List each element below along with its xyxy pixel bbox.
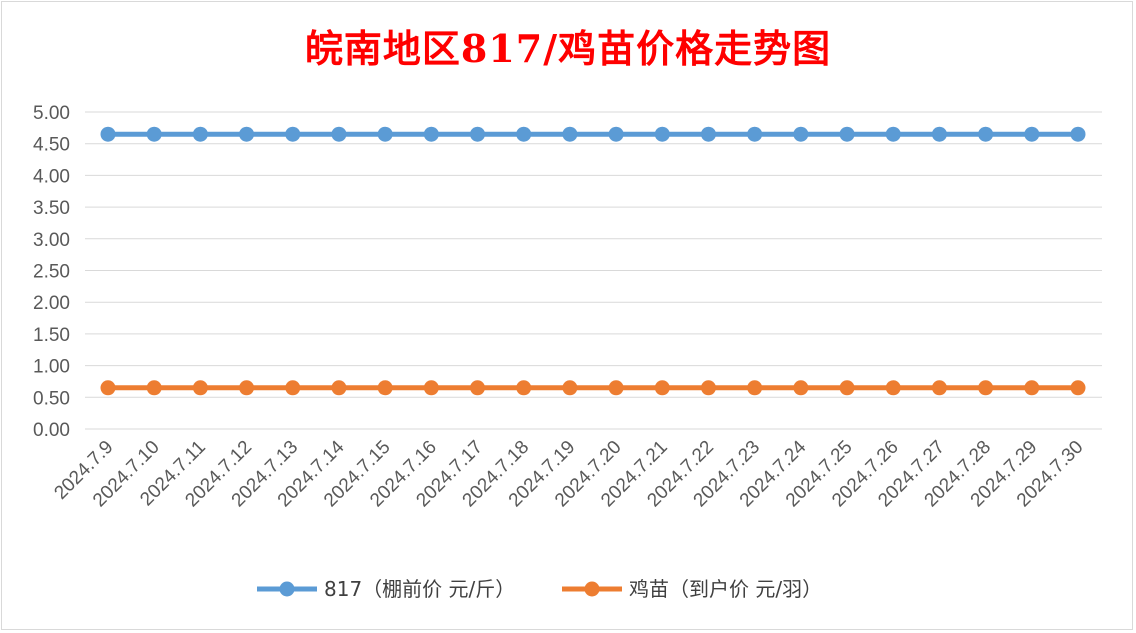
data-point bbox=[146, 126, 162, 142]
y-tick-label: 2.00 bbox=[33, 293, 70, 314]
data-point bbox=[423, 380, 439, 396]
data-point bbox=[747, 380, 763, 396]
legend-marker bbox=[279, 581, 295, 597]
data-point bbox=[470, 126, 486, 142]
data-point bbox=[146, 380, 162, 396]
data-point bbox=[931, 380, 947, 396]
data-point bbox=[747, 126, 763, 142]
data-point bbox=[562, 380, 578, 396]
data-point bbox=[793, 380, 809, 396]
y-tick-label: 4.50 bbox=[33, 135, 70, 156]
legend-label: 817（棚前价 元/斤） bbox=[324, 577, 515, 601]
data-point bbox=[700, 380, 716, 396]
data-point bbox=[931, 126, 947, 142]
data-point bbox=[1070, 126, 1086, 142]
legend: 817（棚前价 元/斤） 鸡苗（到户价 元/羽） bbox=[257, 577, 822, 601]
data-point bbox=[285, 126, 301, 142]
y-tick-label: 3.00 bbox=[33, 230, 70, 251]
data-point bbox=[331, 126, 347, 142]
data-point bbox=[654, 126, 670, 142]
data-point bbox=[839, 126, 855, 142]
data-point bbox=[516, 380, 532, 396]
data-point bbox=[285, 380, 301, 396]
data-point bbox=[470, 380, 486, 396]
data-point bbox=[608, 126, 624, 142]
data-point bbox=[516, 126, 532, 142]
legend-label: 鸡苗（到户价 元/羽） bbox=[629, 577, 822, 601]
y-tick-label: 2.50 bbox=[33, 262, 70, 283]
data-point bbox=[377, 380, 393, 396]
data-point bbox=[608, 380, 624, 396]
data-point bbox=[239, 380, 255, 396]
data-point bbox=[100, 126, 116, 142]
y-tick-label: 3.50 bbox=[33, 198, 70, 219]
data-point bbox=[978, 380, 994, 396]
y-tick-label: 5.00 bbox=[33, 103, 70, 124]
gridlines bbox=[85, 111, 1102, 430]
legend-marker bbox=[584, 581, 600, 597]
data-point bbox=[1024, 126, 1040, 142]
data-point bbox=[192, 380, 208, 396]
data-point bbox=[562, 126, 578, 142]
data-point bbox=[654, 380, 670, 396]
y-axis: 0.00 0.50 1.00 1.50 2.00 2.50 3.00 3.50 4.00 4.50… bbox=[33, 103, 70, 441]
y-tick-label: 0.50 bbox=[33, 388, 70, 409]
data-point bbox=[978, 126, 994, 142]
data-point bbox=[700, 126, 716, 142]
chart-title: 皖南地区817/鸡苗价格走势图 bbox=[304, 26, 832, 71]
data-point bbox=[377, 126, 393, 142]
data-point bbox=[793, 126, 809, 142]
data-point bbox=[192, 126, 208, 142]
y-tick-label: 4.00 bbox=[33, 166, 70, 187]
y-tick-label: 0.00 bbox=[33, 420, 70, 441]
data-point bbox=[839, 380, 855, 396]
data-point bbox=[331, 380, 347, 396]
data-point bbox=[100, 380, 116, 396]
data-point bbox=[885, 126, 901, 142]
x-axis: 2024.7.92024.7.102024.7.112024.7.122024.… bbox=[50, 436, 1087, 511]
data-point bbox=[1024, 380, 1040, 396]
y-tick-label: 1.00 bbox=[33, 357, 70, 378]
data-point bbox=[423, 126, 439, 142]
y-tick-label: 1.50 bbox=[33, 325, 70, 346]
data-point bbox=[885, 380, 901, 396]
plot-area bbox=[100, 126, 1086, 396]
data-point bbox=[1070, 380, 1086, 396]
data-point bbox=[239, 126, 255, 142]
